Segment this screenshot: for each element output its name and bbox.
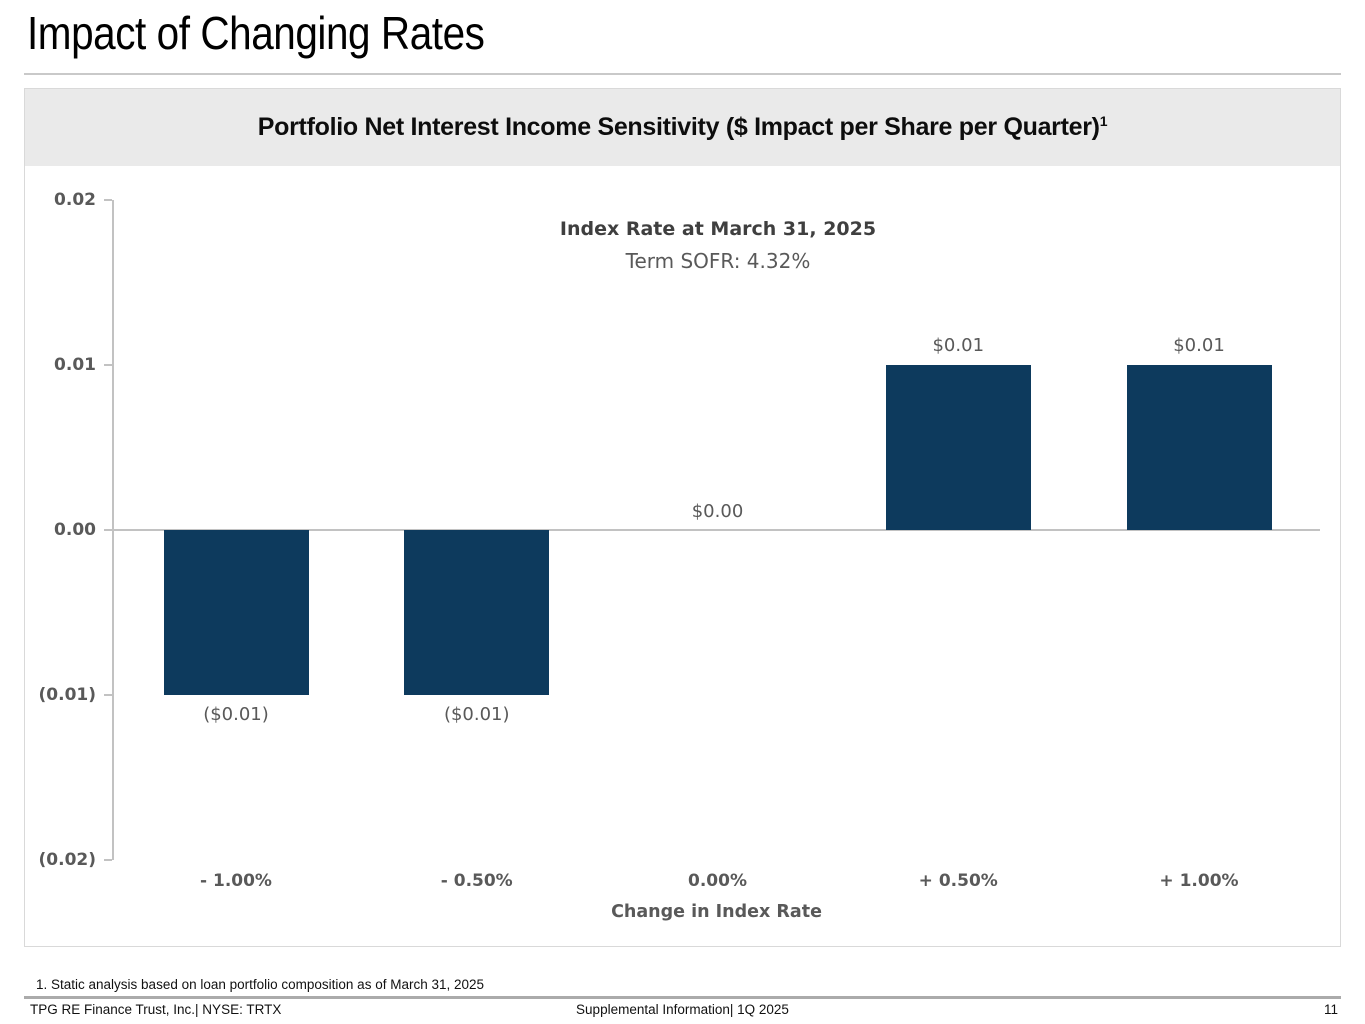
x-tick-label: - 1.00% bbox=[200, 871, 272, 891]
y-tick-mark bbox=[104, 364, 112, 366]
footer-divider bbox=[24, 996, 1341, 999]
x-axis-title: Change in Index Rate bbox=[611, 902, 822, 922]
bar bbox=[885, 365, 1031, 530]
x-tick-label: + 0.50% bbox=[918, 871, 998, 891]
chart-title-footnote-marker: 1 bbox=[1099, 113, 1108, 129]
chart-panel: Portfolio Net Interest Income Sensitivit… bbox=[24, 88, 1341, 947]
chart-title: Portfolio Net Interest Income Sensitivit… bbox=[257, 113, 1108, 142]
bar-value-label: $0.01 bbox=[1173, 335, 1225, 356]
y-tick-mark bbox=[104, 859, 112, 861]
bar-value-label: $0.01 bbox=[932, 335, 985, 356]
footer-document-title: Supplemental Information| 1Q 2025 bbox=[576, 1002, 789, 1017]
y-tick-mark bbox=[104, 199, 112, 201]
bar-value-label: ($0.01) bbox=[443, 704, 510, 725]
zero-gridline bbox=[113, 529, 1320, 531]
y-tick-mark bbox=[104, 529, 112, 531]
chart-header: Portfolio Net Interest Income Sensitivit… bbox=[25, 89, 1340, 166]
bar bbox=[1126, 365, 1272, 530]
y-tick-label: (0.02) bbox=[38, 850, 96, 870]
bar-value-label: ($0.01) bbox=[203, 704, 269, 725]
bar bbox=[163, 530, 309, 695]
page-title: Impact of Changing Rates bbox=[27, 7, 485, 59]
x-tick-label: 0.00% bbox=[688, 871, 747, 891]
bar-value-label: $0.00 bbox=[691, 501, 744, 522]
y-tick-mark bbox=[104, 694, 112, 696]
x-tick-label: - 0.50% bbox=[440, 871, 513, 891]
footnote: 1. Static analysis based on loan portfol… bbox=[36, 977, 485, 992]
y-tick-label: 0.01 bbox=[54, 355, 96, 375]
bar-chart: Index Rate at March 31, 2025 Term SOFR: … bbox=[25, 89, 1340, 946]
annotation-term-sofr: Term SOFR: 4.32% bbox=[625, 249, 811, 273]
bar bbox=[404, 530, 550, 695]
y-tick-label: 0.02 bbox=[54, 190, 96, 210]
chart-annotation: Index Rate at March 31, 2025 Term SOFR: … bbox=[468, 218, 968, 273]
title-divider bbox=[24, 73, 1341, 75]
x-tick-label: + 1.00% bbox=[1159, 871, 1239, 891]
y-tick-label: 0.00 bbox=[54, 520, 96, 540]
footer-company: TPG RE Finance Trust, Inc.| NYSE: TRTX bbox=[30, 1002, 282, 1017]
chart-title-text: Portfolio Net Interest Income Sensitivit… bbox=[257, 113, 1100, 141]
y-tick-label: (0.01) bbox=[38, 685, 96, 705]
footer-page-number: 11 bbox=[1323, 1002, 1338, 1017]
annotation-index-rate: Index Rate at March 31, 2025 bbox=[559, 218, 877, 240]
